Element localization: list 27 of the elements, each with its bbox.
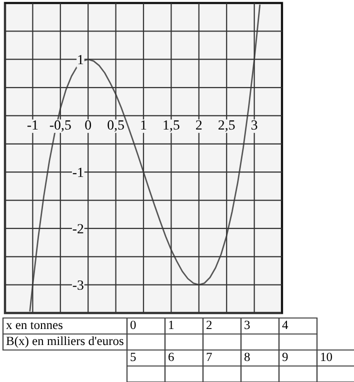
text: x en tonnes — [6, 322, 62, 330]
text: 3 — [244, 320, 250, 330]
text: 8 — [244, 352, 250, 362]
text: 9 — [282, 352, 288, 362]
x-tick-label: 0,5 — [108, 120, 124, 132]
text: 0 — [130, 320, 136, 330]
x-tick-label: 1,5 — [164, 120, 180, 132]
text: 5 — [130, 352, 136, 362]
y-tick-label: 1 — [78, 55, 84, 64]
y-tick-label: -1 — [72, 168, 84, 177]
x-tick-label: 0 — [85, 120, 92, 130]
x-tick-label: -0,5 — [50, 120, 71, 132]
text: 6 — [168, 352, 174, 362]
x-tick-label: 3 — [251, 120, 258, 130]
text: 7 — [206, 352, 212, 362]
y-tick-label: -2 — [72, 224, 84, 234]
text: 2 — [206, 320, 212, 330]
text: 1 — [169, 320, 174, 330]
text: 10 — [321, 352, 332, 362]
text: B(x) en milliers d'euros — [6, 336, 124, 348]
x-tick-label: 1 — [141, 120, 146, 130]
y-tick-label: -3 — [72, 280, 84, 290]
x-tick-label: -1 — [27, 120, 38, 130]
x-tick-label: 2 — [196, 120, 202, 130]
text: 4 — [282, 320, 288, 330]
x-tick-label: 2,5 — [218, 120, 235, 132]
line-series — [29, 4, 261, 312]
